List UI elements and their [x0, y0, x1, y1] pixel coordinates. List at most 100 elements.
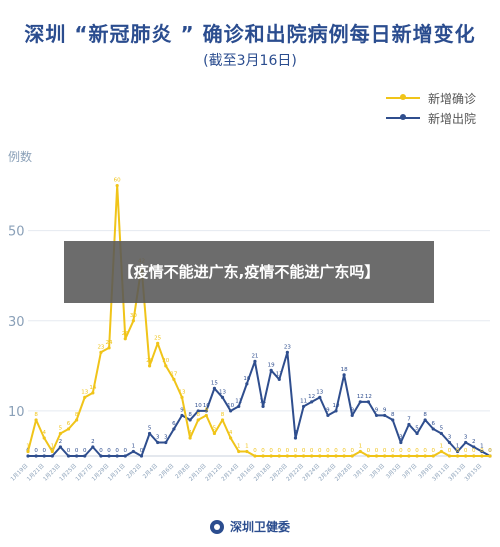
data-point-discharged	[83, 454, 87, 458]
data-point-discharged	[310, 400, 314, 404]
data-label-confirmed: 0	[342, 448, 346, 454]
data-label-discharged: 10	[195, 403, 202, 409]
data-label-discharged: 8	[188, 412, 192, 418]
data-point-discharged	[50, 454, 54, 458]
data-label-confirmed: 0	[375, 448, 379, 454]
data-label-discharged: 0	[83, 448, 87, 454]
data-point-confirmed	[383, 454, 387, 458]
data-point-discharged	[318, 395, 322, 399]
data-point-discharged	[42, 454, 46, 458]
health-commission-logo-icon	[209, 519, 224, 534]
legend-swatch-confirmed	[386, 94, 420, 100]
data-label-confirmed: 0	[456, 448, 460, 454]
data-point-discharged	[391, 418, 395, 422]
footer: 深圳卫健委	[0, 518, 500, 535]
x-tick-label: 3月1日	[352, 462, 370, 480]
data-point-confirmed	[374, 454, 379, 458]
data-label-confirmed: 5	[59, 425, 63, 431]
data-point-confirmed	[172, 377, 176, 381]
data-point-discharged	[253, 359, 257, 363]
data-point-discharged	[66, 454, 71, 458]
footer-source: 深圳卫健委	[229, 520, 290, 534]
data-label-confirmed: 1	[26, 443, 30, 449]
data-point-confirmed	[245, 449, 249, 454]
data-label-confirmed: 8	[34, 412, 38, 418]
data-label-confirmed: 4	[42, 430, 46, 436]
data-point-discharged	[293, 436, 298, 440]
data-label-confirmed: 1	[237, 443, 241, 449]
data-label-discharged: 3	[164, 434, 168, 440]
data-point-confirmed	[253, 454, 257, 458]
data-point-confirmed	[66, 427, 71, 431]
data-label-confirmed: 0	[294, 448, 298, 454]
data-point-confirmed	[399, 454, 403, 458]
data-label-discharged: 0	[99, 448, 103, 454]
legend-item-discharged: 新增出院	[386, 108, 476, 128]
data-point-confirmed	[293, 454, 298, 458]
data-label-discharged: 18	[341, 367, 348, 373]
data-point-discharged	[455, 449, 460, 454]
data-point-confirmed	[237, 449, 241, 454]
data-label-confirmed: 13	[81, 389, 88, 395]
data-label-confirmed: 0	[350, 448, 354, 454]
data-label-confirmed: 60	[114, 178, 121, 184]
data-point-discharged	[58, 445, 63, 449]
data-label-discharged: 9	[180, 407, 184, 413]
data-label-confirmed: 1	[440, 443, 444, 449]
legend-item-confirmed: 新增确诊	[386, 88, 476, 108]
data-label-confirmed: 23	[97, 344, 104, 350]
data-label-discharged: 10	[227, 403, 234, 409]
data-point-discharged	[472, 445, 476, 449]
data-point-discharged	[204, 409, 208, 413]
series-line-discharged	[28, 351, 491, 457]
data-label-discharged: 0	[34, 448, 38, 454]
legend-label-confirmed: 新增确诊	[428, 91, 477, 106]
y-tick-label: 10	[8, 405, 25, 420]
data-label-confirmed: 13	[179, 389, 186, 395]
data-label-discharged: 8	[391, 412, 395, 418]
data-point-confirmed	[83, 395, 87, 399]
data-point-confirmed	[99, 350, 103, 354]
data-point-discharged	[107, 454, 111, 458]
data-point-discharged	[350, 413, 354, 418]
data-point-discharged	[334, 409, 338, 413]
data-label-discharged: 13	[219, 389, 226, 395]
x-tick-label: 2月2日	[125, 462, 143, 480]
data-point-discharged	[269, 368, 273, 372]
data-label-discharged: 5	[415, 425, 419, 431]
data-point-discharged	[261, 404, 265, 409]
data-label-discharged: 8	[423, 412, 427, 418]
data-label-discharged: 11	[235, 398, 242, 404]
data-label-discharged: 15	[211, 380, 218, 386]
data-point-discharged	[423, 418, 427, 422]
data-label-confirmed: 0	[383, 448, 387, 454]
data-label-confirmed: 0	[472, 448, 476, 454]
data-point-discharged	[75, 454, 79, 458]
data-label-discharged: 4	[294, 430, 298, 436]
data-point-discharged	[164, 440, 168, 445]
data-label-confirmed: 24	[106, 340, 113, 346]
data-point-confirmed	[310, 454, 314, 458]
data-label-discharged: 0	[107, 448, 111, 454]
data-point-discharged	[431, 427, 435, 431]
data-label-discharged: 10	[203, 403, 210, 409]
y-tick-label: 50	[8, 225, 25, 240]
data-point-discharged	[220, 395, 225, 399]
data-label-confirmed: 0	[399, 448, 403, 454]
data-label-discharged: 3	[448, 434, 452, 440]
legend: 新增确诊 新增出院	[386, 88, 476, 128]
data-point-confirmed	[455, 454, 460, 458]
data-point-confirmed	[204, 413, 208, 418]
data-point-discharged	[34, 454, 38, 458]
data-label-discharged: 13	[316, 389, 323, 395]
x-tick-label: 1月31日	[107, 462, 127, 482]
data-label-discharged: 11	[300, 398, 307, 404]
data-label-discharged: 0	[42, 448, 46, 454]
data-point-confirmed	[123, 337, 127, 341]
data-point-confirmed	[220, 418, 225, 422]
data-label-discharged: 12	[357, 394, 364, 400]
data-point-confirmed	[407, 454, 411, 458]
data-point-confirmed	[261, 454, 265, 458]
data-label-confirmed: 0	[318, 448, 322, 454]
y-axis-label: 例数	[8, 150, 33, 164]
